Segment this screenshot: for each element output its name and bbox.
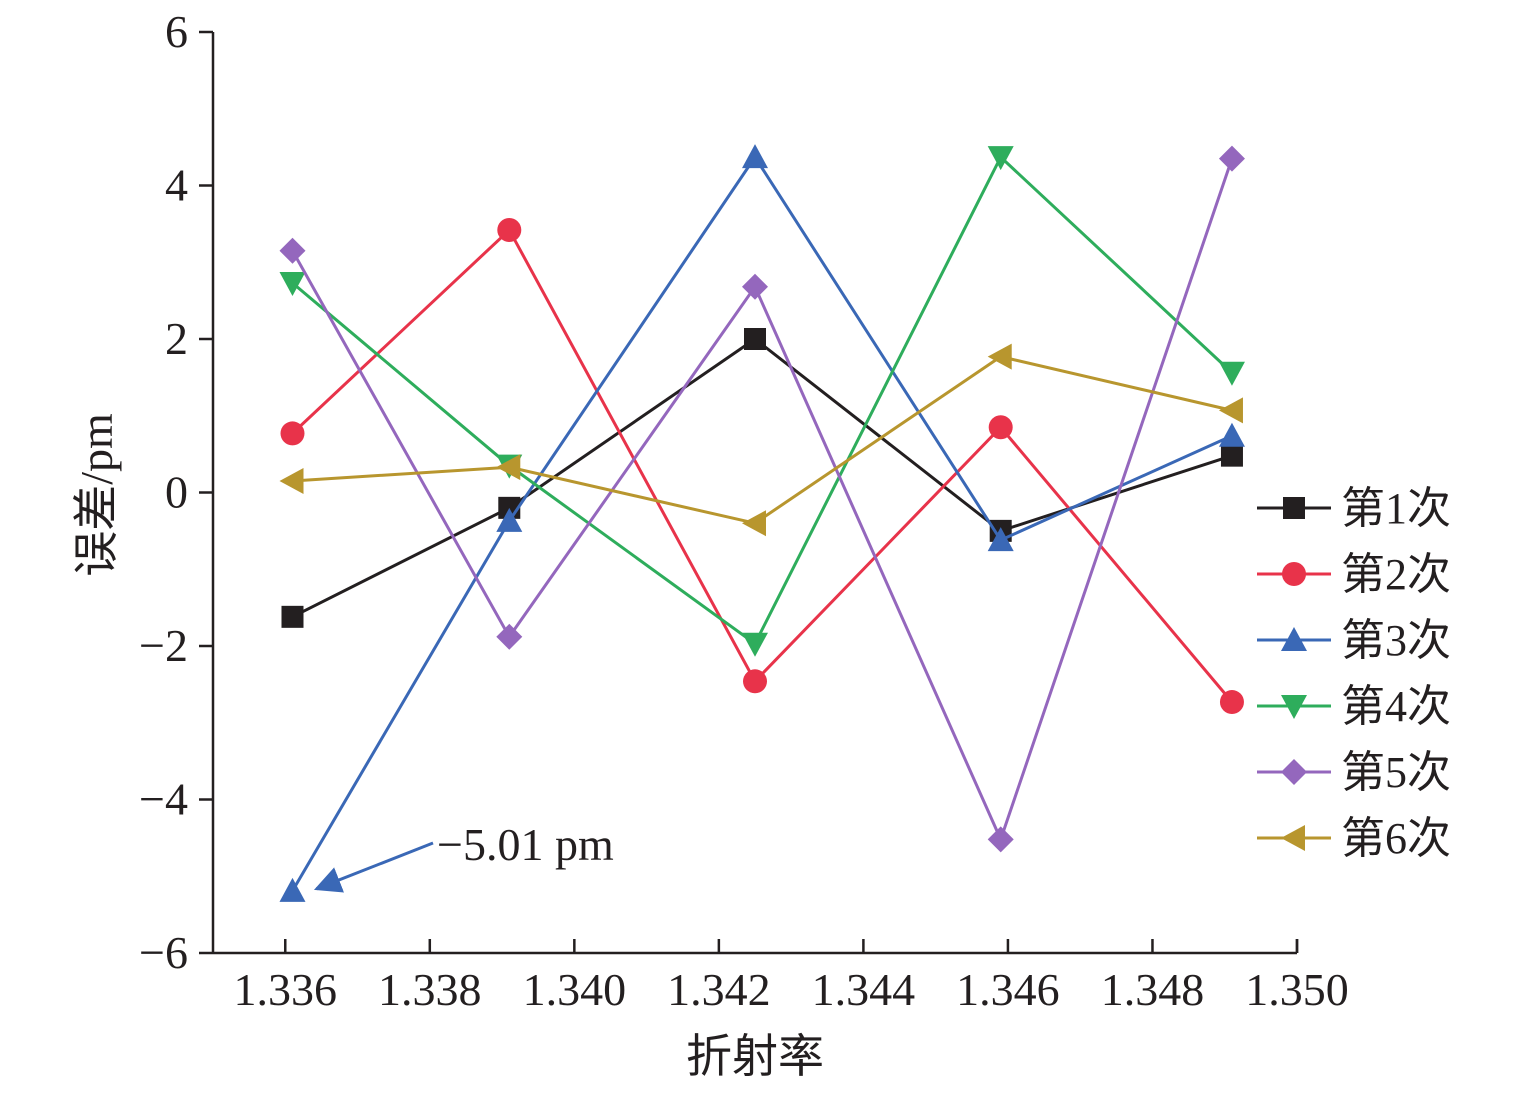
data-point bbox=[987, 527, 1014, 552]
x-tick-label: 1.340 bbox=[523, 964, 627, 1015]
legend-item: 第4次 bbox=[1257, 682, 1451, 731]
series-4 bbox=[279, 146, 1245, 657]
data-point bbox=[496, 507, 523, 532]
legend-item: 第1次 bbox=[1257, 484, 1451, 533]
legend-item: 第3次 bbox=[1257, 616, 1451, 665]
data-point bbox=[1220, 444, 1243, 467]
series-1 bbox=[281, 328, 1243, 628]
series-2 bbox=[280, 218, 1244, 715]
data-point bbox=[1218, 422, 1245, 447]
x-tick-label: 1.348 bbox=[1101, 964, 1205, 1015]
data-point bbox=[1218, 361, 1245, 386]
data-point bbox=[742, 273, 768, 300]
y-axis-title: 误差/pm bbox=[71, 413, 122, 577]
legend-label: 第5次 bbox=[1341, 748, 1451, 797]
data-point bbox=[279, 237, 306, 264]
annotation-arrow bbox=[313, 841, 434, 893]
x-tick-label: 1.338 bbox=[378, 964, 482, 1015]
legend-item: 第6次 bbox=[1257, 814, 1451, 863]
legend-label: 第1次 bbox=[1341, 484, 1451, 533]
data-point bbox=[988, 415, 1013, 440]
y-tick-label: 2 bbox=[165, 313, 188, 364]
legend-marker bbox=[1281, 627, 1307, 651]
data-point bbox=[987, 826, 1014, 853]
data-point bbox=[742, 144, 768, 169]
y-tick-label: −2 bbox=[139, 620, 188, 671]
y-tick-label: 6 bbox=[165, 6, 188, 57]
series-6 bbox=[279, 343, 1243, 537]
legend-item: 第2次 bbox=[1257, 550, 1451, 599]
data-point bbox=[279, 877, 306, 902]
series-5 bbox=[279, 145, 1245, 853]
data-point bbox=[281, 605, 304, 628]
legend-marker bbox=[1281, 759, 1307, 785]
x-tick-label: 1.344 bbox=[812, 964, 916, 1015]
x-tick-label: 1.336 bbox=[234, 964, 338, 1015]
annotation-label: −5.01 pm bbox=[437, 819, 614, 870]
legend-item: 第5次 bbox=[1257, 748, 1451, 797]
legend-label: 第3次 bbox=[1341, 616, 1451, 665]
legend-marker bbox=[1281, 695, 1307, 719]
data-point bbox=[744, 328, 766, 350]
legend-marker bbox=[1282, 562, 1306, 586]
data-point bbox=[280, 421, 305, 446]
axis-ticks: 6 4 2 0 −2 −4 −6 1.336 1.338 1.340 1.342 1.344 1.346… bbox=[139, 6, 1349, 1015]
data-point bbox=[279, 467, 304, 494]
data-series bbox=[279, 144, 1245, 902]
data-point bbox=[1218, 145, 1245, 172]
legend-label: 第6次 bbox=[1341, 814, 1451, 863]
data-point bbox=[279, 271, 306, 296]
data-point bbox=[496, 623, 523, 650]
legend-marker bbox=[1281, 825, 1305, 851]
data-point bbox=[1218, 397, 1243, 424]
x-axis-title: 折射率 bbox=[686, 1031, 824, 1082]
x-tick-label: 1.350 bbox=[1245, 964, 1349, 1015]
legend-label: 第2次 bbox=[1341, 550, 1451, 599]
series-3 bbox=[279, 144, 1245, 902]
y-tick-label: −6 bbox=[139, 927, 188, 978]
legend-marker bbox=[1283, 497, 1305, 519]
y-tick-label: −4 bbox=[139, 774, 188, 825]
y-tick-label: 4 bbox=[165, 160, 188, 211]
data-point bbox=[497, 218, 522, 243]
data-point bbox=[987, 343, 1012, 370]
data-point bbox=[743, 669, 767, 694]
annotation: −5.01 pm bbox=[313, 819, 614, 893]
x-tick-label: 1.342 bbox=[667, 964, 771, 1015]
data-point bbox=[742, 632, 768, 657]
data-point bbox=[1219, 690, 1244, 715]
legend-label: 第4次 bbox=[1341, 682, 1451, 731]
data-point bbox=[496, 454, 521, 481]
x-tick-label: 1.346 bbox=[956, 964, 1060, 1015]
data-point bbox=[987, 146, 1014, 171]
axes bbox=[211, 32, 1297, 955]
y-tick-label: 0 bbox=[165, 467, 188, 518]
data-point bbox=[742, 510, 766, 537]
